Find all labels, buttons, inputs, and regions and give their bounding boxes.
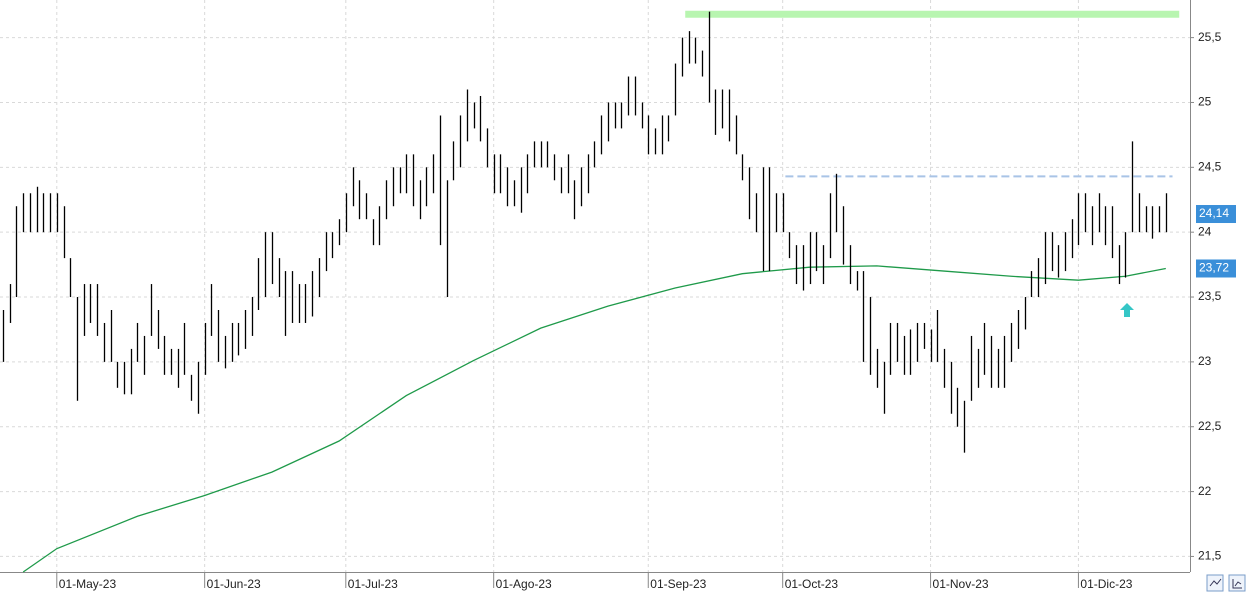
arrow-marker [1120,303,1134,317]
x-tick-label: 01-Jun-23 [207,577,261,591]
price-label-box [1196,259,1236,278]
y-tick-label: 23 [1198,354,1212,368]
y-tick-label: 22 [1198,484,1212,498]
zoom-icon [1209,578,1222,587]
price-label: 23,72 [1199,261,1229,275]
y-tick-label: 25,5 [1198,30,1222,44]
y-tick-label: 24,5 [1198,159,1222,173]
x-tick-label: 01-Jul-23 [348,577,398,591]
y-tick-label: 25 [1198,95,1212,109]
x-tick-label: 01-Ago-23 [496,577,552,591]
x-tick-label: 01-Sep-23 [650,577,706,591]
zoom-button[interactable] [1206,574,1224,592]
x-tick-label: 01-May-23 [59,577,117,591]
price-label: 24,14 [1199,206,1229,220]
price-label-box [1196,205,1236,224]
moving-average [22,265,1166,573]
x-tick-label: 01-Oct-23 [785,577,839,591]
x-tick-label: 01-Dic-23 [1080,577,1132,591]
x-tick-label: 01-Nov-23 [933,577,989,591]
y-tick-label: 23,5 [1198,289,1222,303]
y-tick-label: 21,5 [1198,549,1222,563]
y-tick-label: 24 [1198,224,1212,238]
y-tick-label: 22,5 [1198,419,1222,433]
chart-icon [1232,579,1242,589]
